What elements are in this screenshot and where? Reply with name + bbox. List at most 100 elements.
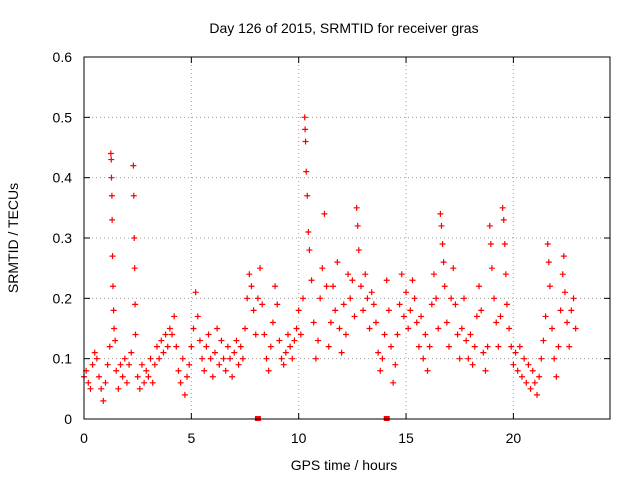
data-point	[523, 379, 530, 386]
data-point	[237, 343, 244, 350]
data-point	[301, 114, 308, 121]
data-point	[297, 331, 304, 338]
data-point	[190, 325, 197, 332]
y-tick-label: 0.2	[53, 290, 73, 306]
data-point	[233, 337, 240, 344]
data-point	[392, 361, 399, 368]
y-tick-label: 0.5	[53, 109, 73, 125]
data-point	[203, 343, 210, 350]
data-point	[312, 355, 319, 362]
data-point	[536, 373, 543, 380]
data-point	[235, 361, 242, 368]
data-point	[216, 361, 223, 368]
data-point	[506, 325, 513, 332]
data-point	[136, 385, 143, 392]
data-point	[347, 295, 354, 302]
data-point	[131, 235, 138, 241]
data-point	[109, 216, 116, 223]
data-point	[487, 241, 494, 248]
data-point	[199, 355, 206, 362]
data-point	[357, 283, 364, 290]
data-point	[119, 373, 126, 380]
data-point	[471, 343, 478, 350]
data-point	[231, 349, 238, 356]
data-point	[553, 373, 560, 380]
x-tick-label: 20	[506, 430, 522, 446]
data-point	[527, 385, 534, 392]
data-point	[302, 126, 309, 133]
data-point	[91, 349, 98, 356]
data-point	[257, 265, 264, 272]
data-point	[542, 313, 549, 320]
data-point	[353, 204, 360, 211]
data-point	[540, 337, 547, 344]
data-point	[110, 307, 117, 314]
data-point	[276, 337, 283, 344]
data-point	[108, 192, 115, 199]
data-point	[145, 373, 152, 380]
data-point	[224, 343, 231, 350]
data-point	[310, 319, 317, 326]
data-point	[407, 307, 414, 314]
data-point	[364, 295, 371, 302]
data-point	[244, 295, 251, 302]
data-point	[362, 271, 369, 278]
data-point	[330, 283, 337, 290]
data-point	[304, 192, 311, 199]
data-point	[518, 373, 525, 380]
data-point	[143, 367, 150, 374]
data-point	[467, 331, 474, 338]
data-point	[473, 313, 480, 320]
data-point	[422, 331, 429, 338]
data-point	[109, 283, 116, 290]
y-tick-label: 0.6	[53, 49, 73, 65]
x-tick-label: 5	[187, 430, 195, 446]
data-point	[503, 301, 510, 308]
data-point	[327, 319, 334, 326]
data-point	[525, 361, 532, 368]
data-point	[242, 325, 249, 332]
data-point	[493, 319, 500, 326]
data-point	[291, 337, 298, 344]
data-point	[484, 343, 491, 350]
data-point	[529, 367, 536, 374]
data-point	[465, 355, 472, 362]
data-point	[325, 343, 332, 350]
data-point	[192, 289, 199, 296]
data-point	[375, 349, 382, 356]
data-point	[274, 301, 281, 308]
data-point	[131, 265, 138, 272]
data-point	[480, 349, 487, 356]
data-point	[166, 325, 173, 332]
data-point	[559, 271, 566, 278]
x-tick-label: 0	[80, 430, 88, 446]
data-point	[430, 271, 437, 278]
data-point	[280, 361, 287, 368]
data-point	[418, 313, 425, 320]
data-point	[177, 379, 184, 386]
data-point	[366, 325, 373, 332]
data-point	[409, 277, 416, 284]
data-point	[568, 307, 575, 314]
y-tick-label: 0.4	[53, 170, 73, 186]
data-point	[458, 325, 465, 332]
data-point	[104, 361, 111, 368]
data-point	[115, 385, 122, 392]
data-point	[246, 271, 253, 278]
data-point	[415, 343, 422, 350]
data-point	[450, 265, 457, 272]
data-point	[306, 247, 313, 254]
data-point	[153, 343, 160, 350]
data-point	[252, 331, 259, 338]
data-point	[147, 355, 154, 362]
data-point	[332, 307, 339, 314]
data-point	[351, 313, 358, 320]
data-point	[299, 295, 306, 302]
data-point	[289, 355, 296, 362]
data-point	[521, 355, 528, 362]
data-point	[209, 373, 216, 380]
data-point	[354, 222, 361, 229]
data-point	[514, 367, 521, 374]
data-point	[390, 379, 397, 386]
